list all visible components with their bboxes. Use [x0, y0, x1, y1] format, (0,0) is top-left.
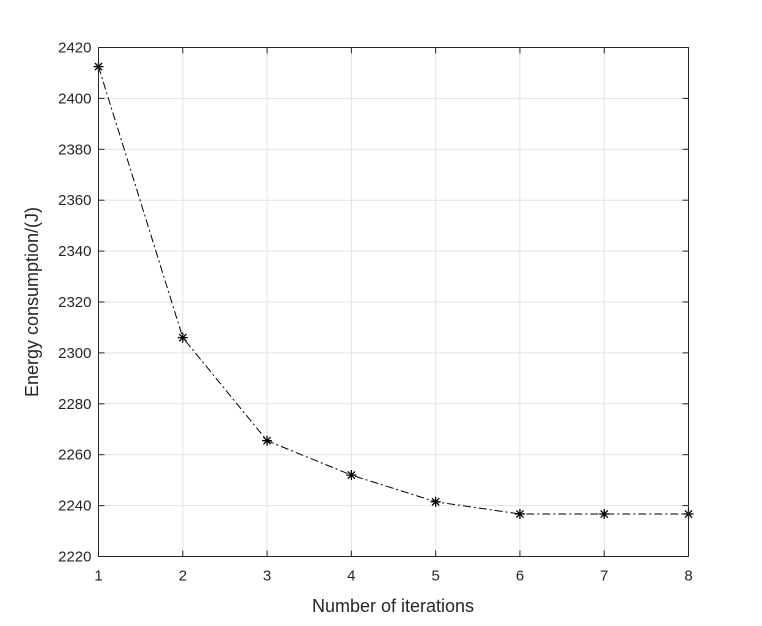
data-point: [177, 332, 188, 343]
y-tick-label: 2260: [58, 447, 91, 464]
y-tick-label: 2380: [58, 141, 91, 158]
series-line: [98, 66, 689, 515]
y-tick-label: 2280: [58, 396, 91, 413]
y-tick-label: 2240: [58, 498, 91, 515]
x-tick-label: 8: [684, 568, 692, 585]
series-layer: [93, 61, 694, 519]
y-tick-label: 2300: [58, 345, 91, 362]
y-tick-label: 2340: [58, 243, 91, 260]
x-tick-label: 1: [94, 568, 102, 585]
data-point: [599, 508, 610, 519]
y-tick-label: 2220: [58, 549, 91, 566]
x-tick-label: 2: [179, 568, 187, 585]
x-axis-label: Number of iterations: [312, 596, 474, 616]
y-tick-label: 2320: [58, 294, 91, 311]
data-point: [346, 470, 357, 481]
y-axis-label: Energy consumption/(J): [22, 207, 42, 397]
grid-lines: [98, 47, 689, 557]
x-tick-label: 5: [431, 568, 439, 585]
x-tick-label: 6: [516, 568, 524, 585]
y-tick-label: 2360: [58, 192, 91, 209]
x-tick-label: 3: [263, 568, 271, 585]
y-tick-label: 2400: [58, 90, 91, 107]
x-tick-label: 7: [600, 568, 608, 585]
data-point: [262, 435, 273, 446]
data-point: [430, 496, 441, 507]
y-tick-label: 2420: [58, 40, 91, 57]
ticks-layer: 1 2 3 4 5 6 7 8 2220 2240 2260 2280 2300 2320 2340 2360…: [58, 40, 693, 585]
x-tick-label: 4: [347, 568, 355, 585]
data-point: [514, 508, 525, 519]
